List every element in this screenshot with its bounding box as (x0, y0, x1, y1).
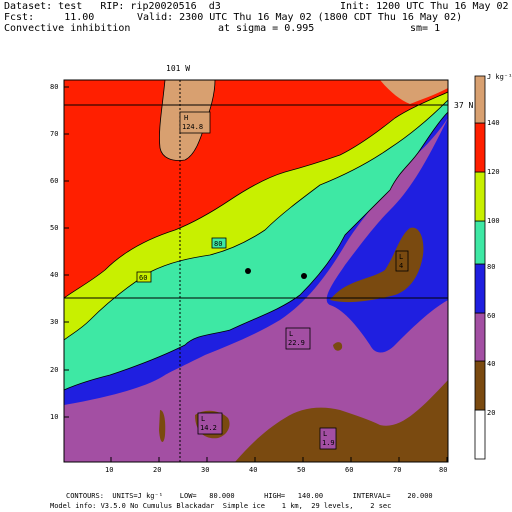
y-tick-50: 50 (50, 224, 59, 232)
low-value-south: 1.9 (322, 439, 335, 447)
x-tick-60: 60 (345, 466, 354, 474)
colorbar-level-60: 60 (487, 312, 496, 320)
low-value-central: 22.9 (288, 339, 305, 347)
low-letter-sw: L (201, 415, 206, 423)
high-value: 124.8 (182, 123, 204, 131)
y-tick-70: 70 (50, 130, 59, 138)
x-tick-40: 40 (249, 466, 258, 474)
x-tick-80: 80 (439, 466, 448, 474)
smoothing-label: sm= 1 (410, 23, 441, 34)
y-tick-80: 80 (50, 83, 59, 91)
station-dot-west (245, 268, 251, 274)
station-dot-east (301, 273, 307, 279)
x-tick-30: 30 (201, 466, 210, 474)
high-box (179, 111, 211, 134)
contour-label-80: 80 (214, 240, 223, 248)
high-letter: H (184, 114, 189, 122)
dataset-label: Dataset: test RIP: rip20020516 d3 (4, 1, 221, 12)
contours-info-label: CONTOURS: UNITS=J kg⁻¹ LOW= 80.000 HIGH=… (66, 492, 433, 500)
low-letter-south: L (323, 430, 328, 438)
low-letter-east: L (399, 253, 404, 261)
fill-tan-ne (380, 80, 448, 104)
low-box-south (319, 427, 337, 450)
field-name-label: Convective inhibition (4, 23, 131, 34)
latitude-label: 37 N (454, 101, 474, 110)
contour-label-box-60 (136, 271, 152, 283)
colorbar-level-80: 80 (487, 263, 496, 271)
low-value-sw: 14.2 (200, 424, 217, 432)
y-tick-40: 40 (50, 271, 59, 279)
y-tick-20: 20 (50, 366, 59, 374)
x-tick-70: 70 (393, 466, 402, 474)
colorbar-level-20: 20 (487, 409, 496, 417)
colorbar-level-120: 120 (487, 168, 500, 176)
contour-label-60: 60 (139, 274, 148, 282)
valid-time-label: Valid: 2300 UTC Thu 16 May 02 (1800 CDT … (137, 12, 463, 23)
fill-brown-sliver (159, 410, 166, 442)
plot-frame (63, 79, 449, 463)
init-time-label: Init: 1200 UTC Thu 16 May 02 (340, 1, 509, 12)
sigma-level-label: at sigma = 0.995 (218, 23, 315, 34)
low-box-sw (197, 412, 223, 435)
x-tick-10: 10 (105, 466, 114, 474)
axis-ticks (64, 86, 448, 462)
contour-label-box-80 (211, 237, 227, 249)
colorbar-level-140: 140 (487, 119, 500, 127)
x-tick-50: 50 (297, 466, 306, 474)
longitude-label: 101 W (166, 64, 191, 73)
low-box-east (395, 250, 409, 272)
y-tick-10: 10 (50, 413, 59, 421)
low-box-central (285, 327, 311, 350)
low-value-east: 4 (399, 262, 404, 270)
colorbar-level-40: 40 (487, 360, 496, 368)
fill-brown-east (330, 227, 424, 303)
colorbar-level-100: 100 (487, 217, 500, 225)
x-tick-20: 20 (153, 466, 162, 474)
model-info-label: Model info: V3.5.0 No Cumulus Blackadar … (50, 502, 392, 510)
colorbar (474, 75, 486, 460)
low-letter-central: L (289, 330, 294, 338)
fill-brown-blob (333, 342, 343, 351)
y-tick-30: 30 (50, 318, 59, 326)
y-tick-60: 60 (50, 177, 59, 185)
colorbar-unit-label: J kg⁻¹ (487, 73, 512, 81)
fill-brown-south (235, 380, 448, 462)
contour-fill-layer (64, 80, 448, 462)
forecast-hour-label: Fcst: 11.00 (4, 12, 95, 23)
